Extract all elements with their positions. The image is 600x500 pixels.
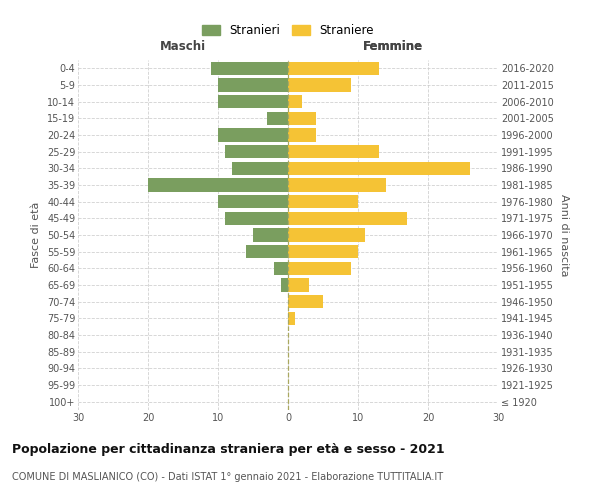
Bar <box>288 162 470 175</box>
Bar <box>225 212 288 225</box>
Bar <box>232 162 288 175</box>
Bar <box>288 112 316 125</box>
Text: Femmine: Femmine <box>363 40 423 53</box>
Bar <box>148 178 288 192</box>
Bar <box>288 212 407 225</box>
Bar <box>288 128 316 141</box>
Legend: Stranieri, Straniere: Stranieri, Straniere <box>199 20 377 40</box>
Bar <box>218 128 288 141</box>
Bar <box>211 62 288 75</box>
Bar <box>218 78 288 92</box>
Bar <box>225 145 288 158</box>
Text: Femmine: Femmine <box>363 40 423 53</box>
Bar <box>288 95 302 108</box>
Bar <box>288 178 386 192</box>
Y-axis label: Fasce di età: Fasce di età <box>31 202 41 268</box>
Bar <box>218 195 288 208</box>
Text: Maschi: Maschi <box>160 40 206 53</box>
Bar <box>288 195 358 208</box>
Bar <box>288 245 358 258</box>
Bar <box>281 278 288 291</box>
Bar <box>288 228 365 241</box>
Bar <box>246 245 288 258</box>
Bar <box>288 145 379 158</box>
Bar <box>288 262 351 275</box>
Bar <box>288 78 351 92</box>
Bar <box>288 278 309 291</box>
Text: COMUNE DI MASLIANICO (CO) - Dati ISTAT 1° gennaio 2021 - Elaborazione TUTTITALIA: COMUNE DI MASLIANICO (CO) - Dati ISTAT 1… <box>12 472 443 482</box>
Bar <box>288 312 295 325</box>
Text: Popolazione per cittadinanza straniera per età e sesso - 2021: Popolazione per cittadinanza straniera p… <box>12 442 445 456</box>
Bar <box>274 262 288 275</box>
Bar <box>267 112 288 125</box>
Bar <box>288 295 323 308</box>
Y-axis label: Anni di nascita: Anni di nascita <box>559 194 569 276</box>
Bar <box>253 228 288 241</box>
Bar <box>218 95 288 108</box>
Bar <box>288 62 379 75</box>
